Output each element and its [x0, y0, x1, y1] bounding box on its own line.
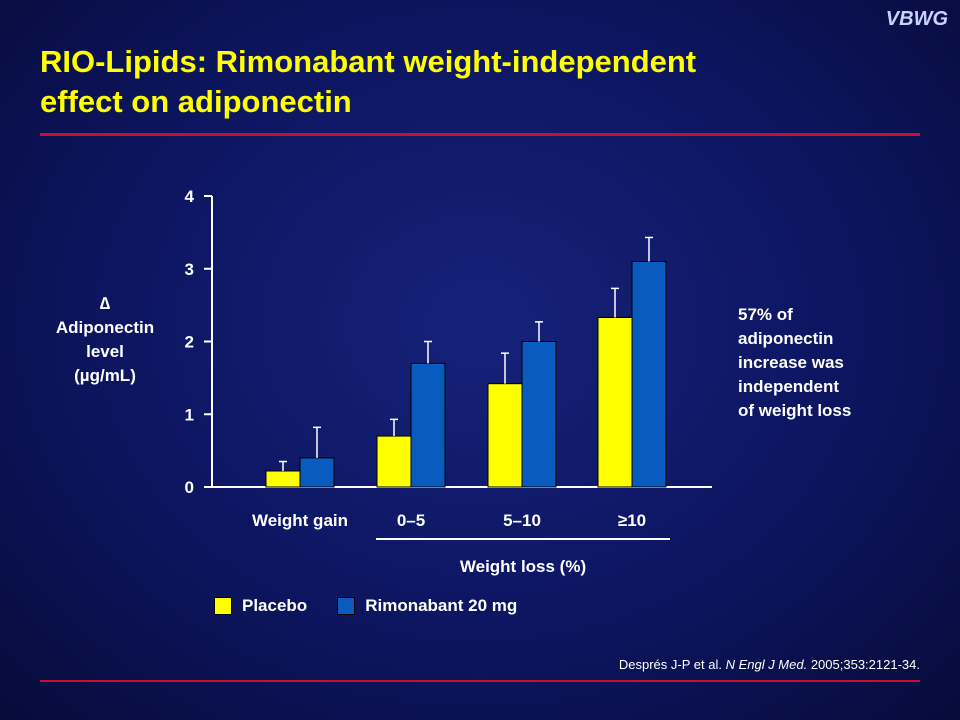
- x-group-label: Weight loss (%): [460, 557, 586, 576]
- y-tick-label: 2: [185, 333, 194, 352]
- bar-rimonabant: [410, 362, 446, 488]
- bar-rimonabant: [521, 341, 557, 488]
- y-axis-label-line: (µg/mL): [74, 366, 136, 385]
- bar-placebo: [265, 470, 301, 488]
- x-tick-label: 0–5: [397, 511, 425, 530]
- annotation-note: 57% of adiponectin increase was independ…: [738, 303, 928, 423]
- legend-label-placebo: Placebo: [242, 596, 308, 615]
- y-axis-label: ∆ Adiponectin level (µg/mL): [30, 292, 180, 388]
- note-line: 57% of: [738, 305, 793, 324]
- y-tick-label: 0: [185, 478, 194, 497]
- title-line-2: effect on adiponectin: [40, 84, 352, 119]
- note-line: adiponectin: [738, 329, 834, 348]
- y-axis-label-line: ∆: [99, 294, 111, 313]
- y-axis-label-line: level: [86, 342, 124, 361]
- chart-legend: Placebo Rimonabant 20 mg: [214, 596, 547, 616]
- slide-title: RIO-Lipids: Rimonabant weight-independen…: [40, 42, 900, 122]
- citation-authors: Després J-P et al.: [618, 657, 726, 672]
- y-axis-label-line: Adiponectin: [55, 318, 155, 337]
- legend-swatch-rimonabant: [337, 597, 356, 615]
- bar-rimonabant: [299, 457, 335, 488]
- x-tick-label: Weight gain: [252, 511, 348, 530]
- legend-swatch-placebo: [214, 597, 232, 615]
- footer-divider: [40, 680, 920, 682]
- y-tick-label: 3: [185, 260, 194, 279]
- bar-rimonabant: [631, 260, 667, 488]
- bar-placebo: [597, 316, 633, 488]
- y-tick-label: 1: [185, 405, 194, 424]
- legend-item-rimonabant: Rimonabant 20 mg: [337, 596, 517, 616]
- vbwg-logo: VBWG: [885, 8, 948, 30]
- title-divider: [40, 133, 920, 136]
- citation-details: 2005;353:2121-34.: [807, 657, 920, 672]
- bar-placebo: [487, 383, 523, 488]
- legend-label-rimonabant: Rimonabant 20 mg: [365, 596, 518, 615]
- title-line-1: RIO-Lipids: Rimonabant weight-independen…: [40, 44, 697, 79]
- x-tick-label: 5–10: [503, 511, 541, 530]
- x-tick-label: ≥10: [618, 511, 646, 530]
- bar-placebo: [376, 435, 412, 488]
- note-line: independent: [738, 377, 840, 396]
- note-line: of weight loss: [738, 401, 852, 420]
- legend-item-placebo: Placebo: [214, 596, 307, 616]
- citation-journal: N Engl J Med.: [725, 657, 808, 672]
- y-tick-label: 4: [185, 187, 195, 206]
- note-line: increase was: [738, 353, 844, 372]
- citation: Després J-P et al. N Engl J Med. 2005;35…: [619, 657, 920, 672]
